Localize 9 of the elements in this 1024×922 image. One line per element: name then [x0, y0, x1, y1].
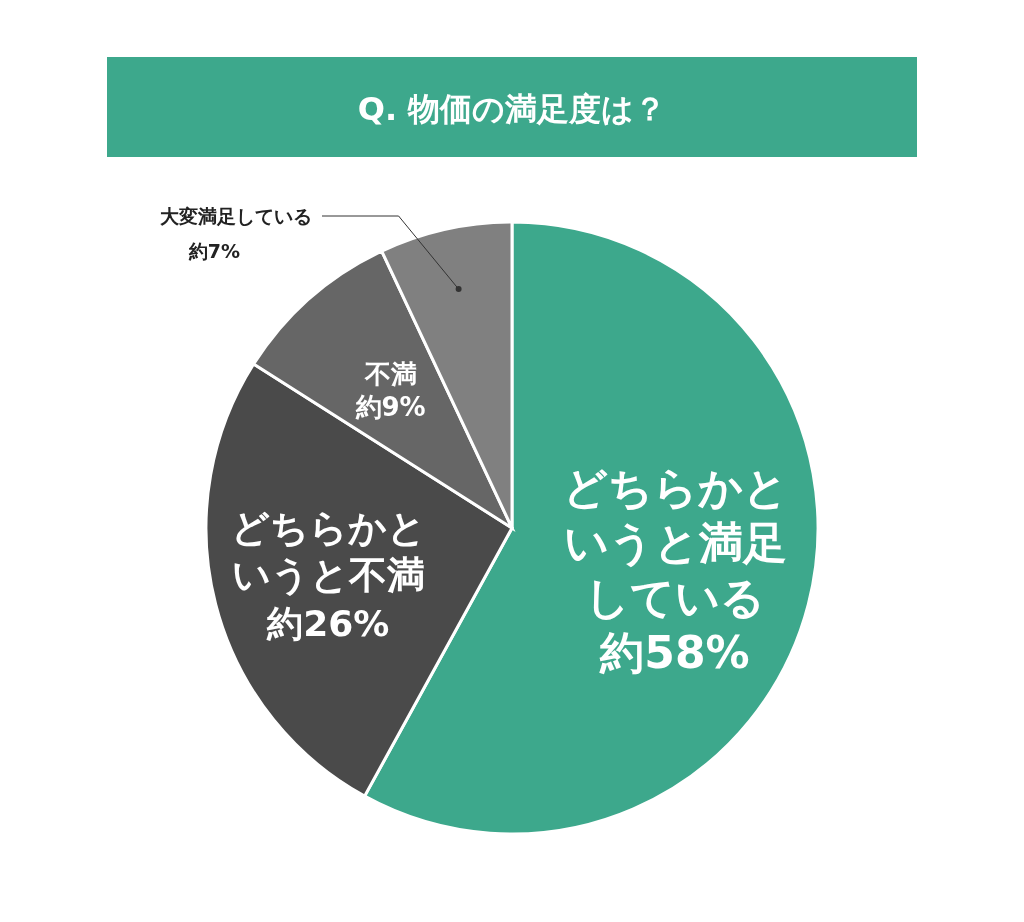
data-label: 約9% [354, 391, 426, 422]
data-label: 約58% [599, 626, 750, 678]
slice-label: どちらかというと満足している [562, 461, 788, 623]
data-label: 約7% [187, 240, 240, 262]
slice-label: どちらかというと不満 [230, 505, 426, 598]
slice-label: 大変満足している [160, 205, 312, 227]
chart-title: Q. 物価の満足度は？ [357, 90, 667, 128]
slice-label: 不満 [363, 359, 417, 390]
data-label: 約26% [266, 602, 390, 644]
